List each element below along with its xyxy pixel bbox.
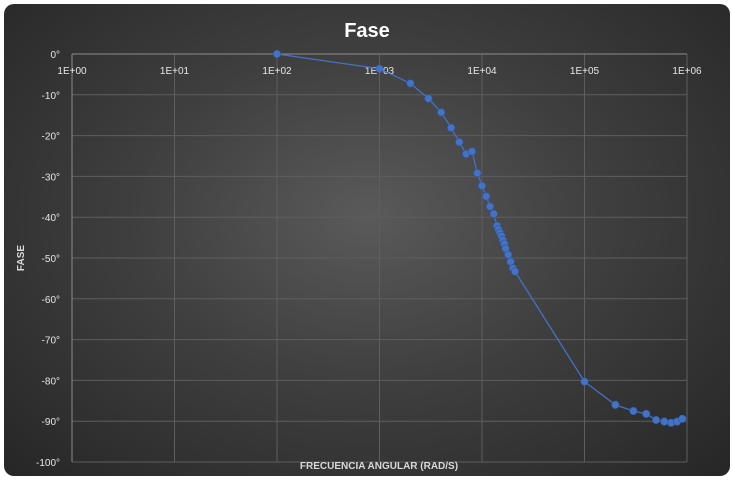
y-tick-label: 0° xyxy=(50,50,60,61)
series-line xyxy=(276,53,683,424)
data-point xyxy=(272,49,282,59)
data-point xyxy=(477,181,487,190)
data-point xyxy=(375,64,384,73)
chart-area: Fase 1E+001E+011E+021E+031E+041E+051E+06… xyxy=(4,4,730,476)
data-point xyxy=(489,209,498,218)
data-point xyxy=(651,415,661,425)
y-tick-label: -90° xyxy=(42,417,60,428)
chart-title: Fase xyxy=(344,20,390,42)
series-line-layer xyxy=(276,53,683,424)
data-point xyxy=(611,400,620,410)
y-tick-label: -100° xyxy=(36,458,60,469)
y-axis-title: FASE xyxy=(16,245,27,271)
y-tick-label: -50° xyxy=(42,254,60,265)
data-point xyxy=(678,414,687,423)
y-tick-label: -20° xyxy=(42,132,60,143)
data-point xyxy=(424,94,433,103)
y-tick-label: -30° xyxy=(42,172,60,183)
x-tick-label: 1E+06 xyxy=(672,66,702,77)
data-point xyxy=(642,409,651,419)
y-tick-label: -40° xyxy=(42,213,60,224)
data-point xyxy=(660,417,669,426)
data-point xyxy=(504,250,513,259)
data-point xyxy=(455,138,464,147)
x-tick-label: 1E+00 xyxy=(57,66,87,77)
series-point-layer xyxy=(272,49,687,427)
data-point xyxy=(629,406,638,416)
x-axis-title: FRECUENCIA ANGULAR (RAD/S) xyxy=(300,461,458,472)
data-point xyxy=(406,79,415,88)
y-tick-label: -70° xyxy=(42,336,60,347)
data-point xyxy=(510,267,520,276)
data-point xyxy=(482,192,491,201)
x-tick-label: 1E+02 xyxy=(262,66,292,77)
y-tick-label: -10° xyxy=(42,91,60,102)
x-tick-label: 1E+05 xyxy=(570,66,600,77)
data-point xyxy=(473,169,482,178)
data-point xyxy=(580,377,589,386)
data-point xyxy=(486,202,495,211)
tick-layer: 1E+001E+011E+021E+031E+041E+051E+060°-10… xyxy=(36,50,702,469)
data-point xyxy=(447,123,456,132)
data-point xyxy=(437,108,446,117)
y-tick-label: -60° xyxy=(42,295,60,306)
grid-layer xyxy=(71,53,688,463)
y-tick-label: -80° xyxy=(42,376,60,387)
x-tick-label: 1E+01 xyxy=(160,66,190,77)
data-point xyxy=(468,147,477,156)
x-tick-label: 1E+04 xyxy=(467,66,497,77)
phase-chart: Fase 1E+001E+011E+021E+031E+041E+051E+06… xyxy=(16,20,702,472)
